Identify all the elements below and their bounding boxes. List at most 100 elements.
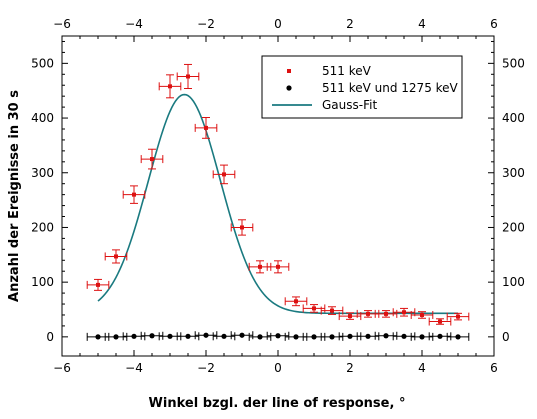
y-tick-label-left: 200 bbox=[31, 220, 54, 234]
x-tick-label-bottom: −4 bbox=[125, 361, 143, 375]
y-tick-label-right: 0 bbox=[502, 330, 510, 344]
data-point-511kev bbox=[266, 260, 290, 274]
y-axis-title: Anzahl der Ereignisse in 30 s bbox=[7, 90, 22, 302]
marker-square bbox=[456, 314, 460, 319]
data-point-511kev bbox=[122, 185, 146, 204]
legend-entry: 511 keV bbox=[287, 64, 372, 78]
y-tick-label-left: 0 bbox=[46, 330, 54, 344]
data-point-511kev bbox=[446, 312, 470, 321]
x-tick-label-bottom: −2 bbox=[197, 361, 215, 375]
x-tick-label-top: −6 bbox=[53, 17, 71, 31]
data-point-511kev bbox=[212, 164, 236, 185]
marker-circle bbox=[221, 333, 227, 339]
legend-entry: Gauss-Fit bbox=[272, 98, 377, 112]
y-tick-label-right: 100 bbox=[502, 275, 525, 289]
legend: 511 keV 511 keV und 1275 keV Gauss-Fit bbox=[261, 55, 463, 119]
data-point-511kev bbox=[428, 317, 452, 326]
marker-square bbox=[348, 314, 352, 319]
marker-square bbox=[132, 192, 136, 197]
marker-square bbox=[258, 264, 262, 269]
marker-square bbox=[312, 306, 316, 311]
data-point-511kev bbox=[410, 310, 434, 319]
marker-circle bbox=[365, 333, 371, 339]
y-tick-label-left: 100 bbox=[31, 275, 54, 289]
data-point-511kev bbox=[194, 117, 218, 139]
legend-box bbox=[261, 55, 463, 119]
marker-circle bbox=[383, 333, 389, 339]
marker-square bbox=[420, 312, 424, 317]
y-tick-label-left: 500 bbox=[31, 56, 54, 70]
axis-ticks: −6 −6 −4 −4 −2 −2 0 0 2 2 4 4 6 6 0 0 100 100 200 200 300 300… bbox=[31, 17, 525, 375]
data-point-511kev bbox=[356, 309, 380, 318]
marker-circle bbox=[185, 333, 191, 339]
marker-square bbox=[222, 172, 226, 177]
legend-marker-circle bbox=[286, 85, 292, 91]
marker-circle bbox=[437, 333, 443, 339]
marker-square bbox=[114, 254, 118, 259]
marker-circle bbox=[113, 334, 119, 340]
marker-circle bbox=[347, 333, 353, 339]
marker-square bbox=[402, 310, 406, 315]
x-tick-label-top: 4 bbox=[418, 17, 426, 31]
marker-circle bbox=[149, 333, 155, 339]
marker-square bbox=[186, 74, 190, 79]
series-511kev-layer bbox=[86, 63, 470, 326]
y-tick-label-right: 400 bbox=[502, 111, 525, 125]
x-tick-label-top: 6 bbox=[490, 17, 498, 31]
marker-circle bbox=[311, 334, 317, 340]
marker-circle bbox=[167, 333, 173, 339]
marker-square bbox=[438, 319, 442, 324]
marker-circle bbox=[329, 334, 335, 340]
y-tick-label-right: 300 bbox=[502, 166, 525, 180]
marker-circle bbox=[275, 333, 281, 339]
marker-square bbox=[330, 308, 334, 313]
x-tick-label-top: −2 bbox=[197, 17, 215, 31]
data-point-511kev bbox=[320, 306, 344, 315]
x-tick-label-top: −4 bbox=[125, 17, 143, 31]
marker-square bbox=[366, 311, 370, 316]
marker-circle bbox=[131, 333, 137, 339]
marker-square bbox=[240, 225, 244, 230]
x-tick-label-top: 0 bbox=[274, 17, 282, 31]
data-point-511kev bbox=[158, 74, 182, 99]
y-tick-label-left: 300 bbox=[31, 166, 54, 180]
marker-square bbox=[204, 125, 208, 130]
marker-square bbox=[150, 157, 154, 162]
marker-circle bbox=[455, 334, 461, 340]
legend-label: Gauss-Fit bbox=[322, 98, 377, 112]
data-point-511-1275kev bbox=[446, 332, 470, 341]
marker-circle bbox=[419, 334, 425, 340]
data-point-511-1275kev bbox=[356, 332, 380, 341]
marker-circle bbox=[95, 334, 101, 340]
marker-circle bbox=[203, 332, 209, 338]
x-axis-title: Winkel bzgl. der line of response, ° bbox=[149, 396, 406, 411]
legend-entry: 511 keV und 1275 keV bbox=[286, 81, 459, 95]
data-point-511kev bbox=[230, 219, 254, 236]
marker-square bbox=[96, 282, 100, 287]
x-tick-label-bottom: 2 bbox=[346, 361, 354, 375]
legend-marker-square bbox=[287, 69, 291, 73]
gauss-fit-layer bbox=[97, 93, 458, 315]
marker-circle bbox=[257, 334, 263, 340]
x-tick-label-bottom: 4 bbox=[418, 361, 426, 375]
marker-square bbox=[384, 311, 388, 316]
data-point-511kev bbox=[104, 249, 128, 264]
data-point-511kev bbox=[176, 63, 200, 90]
data-point-511kev bbox=[284, 296, 308, 307]
y-tick-label-left: 400 bbox=[31, 111, 54, 125]
data-point-511kev bbox=[140, 148, 164, 170]
legend-label: 511 keV und 1275 keV bbox=[322, 81, 459, 95]
y-tick-label-right: 500 bbox=[502, 56, 525, 70]
x-tick-label-bottom: 6 bbox=[490, 361, 498, 375]
marker-square bbox=[168, 84, 172, 89]
legend-label: 511 keV bbox=[322, 64, 372, 78]
marker-square bbox=[294, 299, 298, 304]
x-tick-label-top: 2 bbox=[346, 17, 354, 31]
marker-square bbox=[276, 264, 280, 269]
marker-circle bbox=[239, 332, 245, 338]
x-tick-label-bottom: −6 bbox=[53, 361, 71, 375]
marker-circle bbox=[401, 333, 407, 339]
marker-circle bbox=[293, 334, 299, 340]
gauss-fit-line bbox=[97, 93, 458, 315]
